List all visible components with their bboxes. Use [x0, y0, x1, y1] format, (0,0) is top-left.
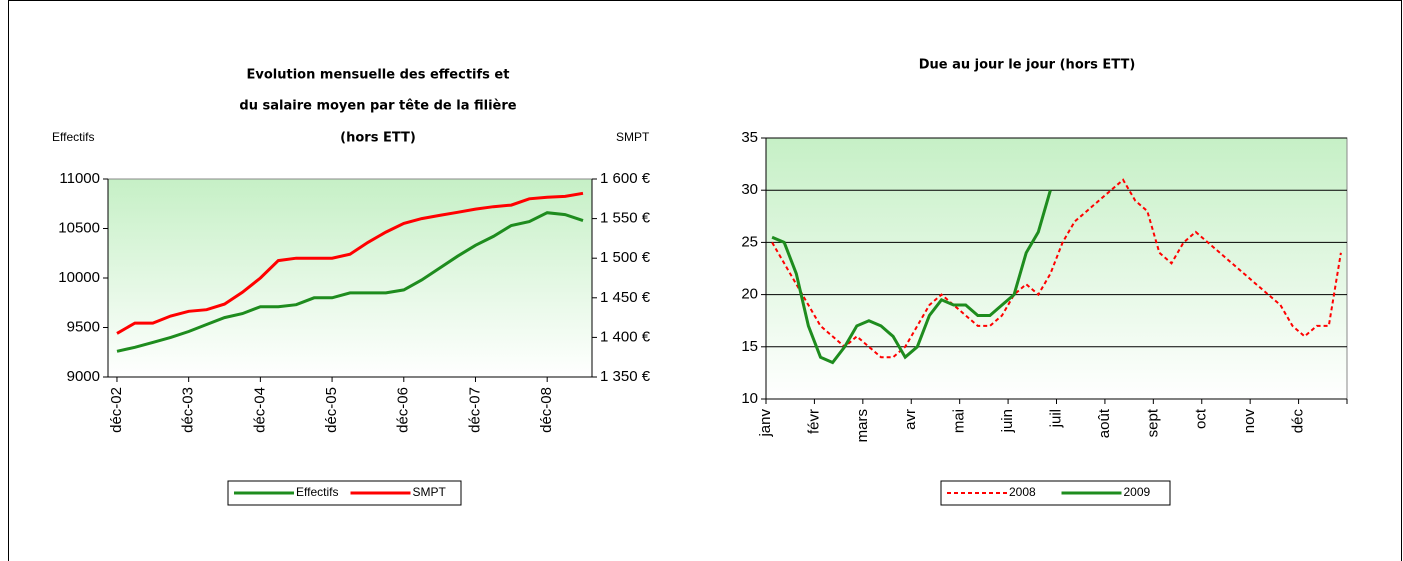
y-tick-label: 35 — [741, 129, 758, 146]
y-tick-label: 30 — [741, 181, 758, 198]
x-tick-label: mai — [951, 409, 968, 433]
legend-label: 2009 — [1124, 485, 1151, 499]
legend-label: 2008 — [1009, 485, 1036, 499]
y2-tick-label: 1 450 € — [600, 289, 651, 306]
x-tick-label: oct — [1193, 408, 1210, 429]
x-tick-label: déc-03 — [180, 387, 197, 433]
y-tick-label: 9500 — [67, 318, 100, 335]
x-tick-label: sept — [1144, 408, 1161, 437]
plot-area — [765, 137, 1348, 400]
y-tick-label: 11000 — [59, 170, 100, 187]
x-tick-label: janv — [757, 409, 774, 438]
series-line — [116, 211, 584, 353]
y2-tick-label: 1 550 € — [600, 210, 651, 227]
y-tick-label: 20 — [741, 286, 758, 303]
y2-axis-title: SMPT — [616, 130, 650, 144]
x-tick-label: avr — [902, 409, 919, 430]
legend-box — [940, 480, 1171, 506]
y-tick-label: 25 — [741, 233, 758, 250]
chart-title: (hors ETT) — [340, 131, 416, 146]
y-tick-label: 10000 — [58, 269, 100, 286]
x-tick-label: déc — [1290, 409, 1307, 434]
frame — [8, 0, 1402, 561]
x-tick-label: août — [1096, 408, 1113, 438]
x-tick-label: déc-05 — [323, 387, 340, 433]
y2-tick-label: 1 500 € — [600, 249, 651, 266]
legend-label: Effectifs — [296, 485, 338, 499]
x-tick-label: déc-06 — [395, 387, 412, 433]
series-line — [116, 191, 584, 335]
x-tick-label: déc-07 — [466, 387, 483, 433]
legend-label: SMPT — [413, 485, 447, 499]
y-axis-title: Effectifs — [52, 130, 94, 144]
chart-title: du salaire moyen par tête de la filière — [239, 99, 516, 114]
x-tick-label: déc-08 — [538, 387, 555, 433]
y-tick-label: 9000 — [67, 368, 100, 385]
series-line — [771, 189, 1052, 365]
x-tick-label: déc-02 — [108, 387, 125, 433]
y2-tick-label: 1 350 € — [600, 368, 651, 385]
x-tick-label: mars — [854, 409, 871, 442]
y-tick-label: 10500 — [58, 219, 100, 236]
y-tick-label: 10 — [741, 390, 758, 407]
chart-title: Due au jour le jour (hors ETT) — [919, 58, 1136, 73]
x-tick-label: juil — [1047, 409, 1064, 428]
x-tick-label: juin — [999, 409, 1016, 433]
x-tick-label: nov — [1241, 409, 1258, 434]
chart-title: Evolution mensuelle des effectifs et — [247, 68, 510, 83]
y2-tick-label: 1 400 € — [600, 328, 651, 345]
plot-area — [107, 178, 593, 378]
x-tick-label: févr — [805, 409, 822, 434]
series-line — [771, 178, 1342, 359]
y-tick-label: 15 — [741, 338, 758, 355]
x-tick-label: déc-04 — [251, 387, 268, 433]
y2-tick-label: 1 600 € — [600, 170, 651, 187]
